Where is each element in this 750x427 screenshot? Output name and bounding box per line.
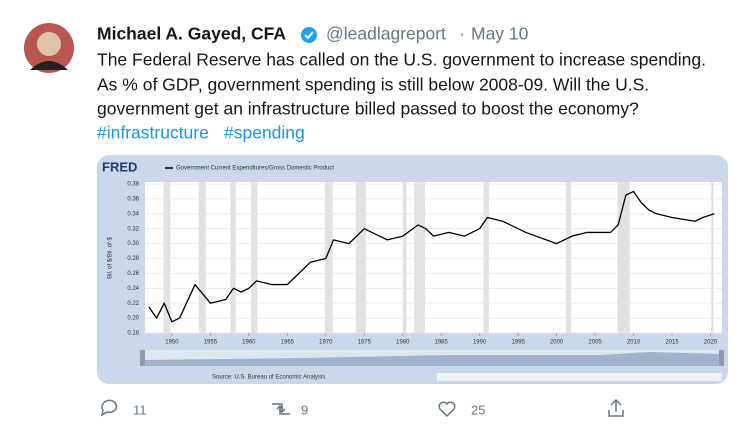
navigator-area [145,352,722,366]
recession-band [163,182,171,333]
x-tick-label: 1955 [204,340,218,346]
x-tick-label: 2000 [550,340,564,346]
user-handle[interactable]: @leadlagreport [326,24,446,44]
x-tick-label: 1975 [358,340,372,346]
y-tick-label: 0.32 [127,226,139,232]
verified-check [304,31,314,40]
x-tick-label: 1985 [435,340,449,346]
x-tick-label: 1965 [281,340,295,346]
avatar-face [37,32,61,56]
fred-logo: FRED [102,159,137,174]
tweet-text: government get an infrastructure billed … [97,99,639,119]
x-tick-label: 1995 [511,340,525,346]
share-icon[interactable] [608,398,624,417]
separator: · [459,24,465,44]
x-tick-label: 2005 [588,340,602,346]
verified-badge [301,27,317,43]
like-icon[interactable] [438,401,456,418]
x-tick-label: 2020 [704,340,718,346]
y-tick-label: 0.26 [127,271,139,277]
user-name[interactable]: Michael A. Gayed, CFA [97,24,286,44]
reply-count: 11 [133,402,147,417]
x-tick-label: 1990 [473,340,487,346]
x-tick-label: 1980 [396,340,410,346]
recession-band [355,182,366,333]
data-line [148,190,715,323]
recession-band [711,182,714,333]
x-tick-label: 1960 [242,340,256,346]
recession-band [565,182,572,333]
avatar-body [30,61,68,70]
y-tick-label: 0.20 [127,316,139,322]
scrollbar[interactable] [437,373,722,381]
y-tick-label: 0.24 [127,286,139,292]
x-tick-label: 1950 [165,340,179,346]
y-tick-label: 0.34 [127,211,139,217]
x-tick-label: 2015 [665,340,679,346]
recession-band [198,182,206,333]
retweet-count: 9 [301,402,308,417]
hashtag[interactable]: #infrastructure [97,123,209,143]
y-tick-label: 0.28 [127,256,139,262]
y-tick-label: 0.38 [127,182,139,188]
recession-band [402,182,407,333]
source-note: Source: U.S. Bureau of Economic Analysis [212,375,325,381]
tweet-text: As % of GDP, government spending is stil… [97,75,649,95]
retweet-icon[interactable] [272,403,290,415]
y-tick-label: 0.30 [127,241,139,247]
y-tick-label: 0.36 [127,196,139,202]
recession-band [251,182,258,333]
recession-band [483,182,489,333]
tweet-date[interactable]: May 10 [471,24,529,44]
x-tick-label: 2010 [627,340,641,346]
y-tick-label: 0.18 [127,331,139,337]
reply-icon[interactable] [100,399,118,417]
y-tick-label: 0.22 [127,301,139,307]
navigator-handle[interactable] [140,350,145,366]
x-tick-label: 1970 [319,340,333,346]
navigator-handle[interactable] [719,350,724,366]
like-count: 25 [471,402,485,417]
legend-label: Government Current Expenditures/Gross Do… [176,166,334,172]
tweet-text: The Federal Reserve has called on the U.… [97,50,706,70]
hashtag[interactable]: #spending [224,123,305,143]
recession-band [414,182,426,333]
recession-band [617,182,630,333]
recession-band [230,182,236,333]
y-axis-label: Bil. of $/Bil. of $ [108,236,114,278]
recession-band [325,182,333,333]
